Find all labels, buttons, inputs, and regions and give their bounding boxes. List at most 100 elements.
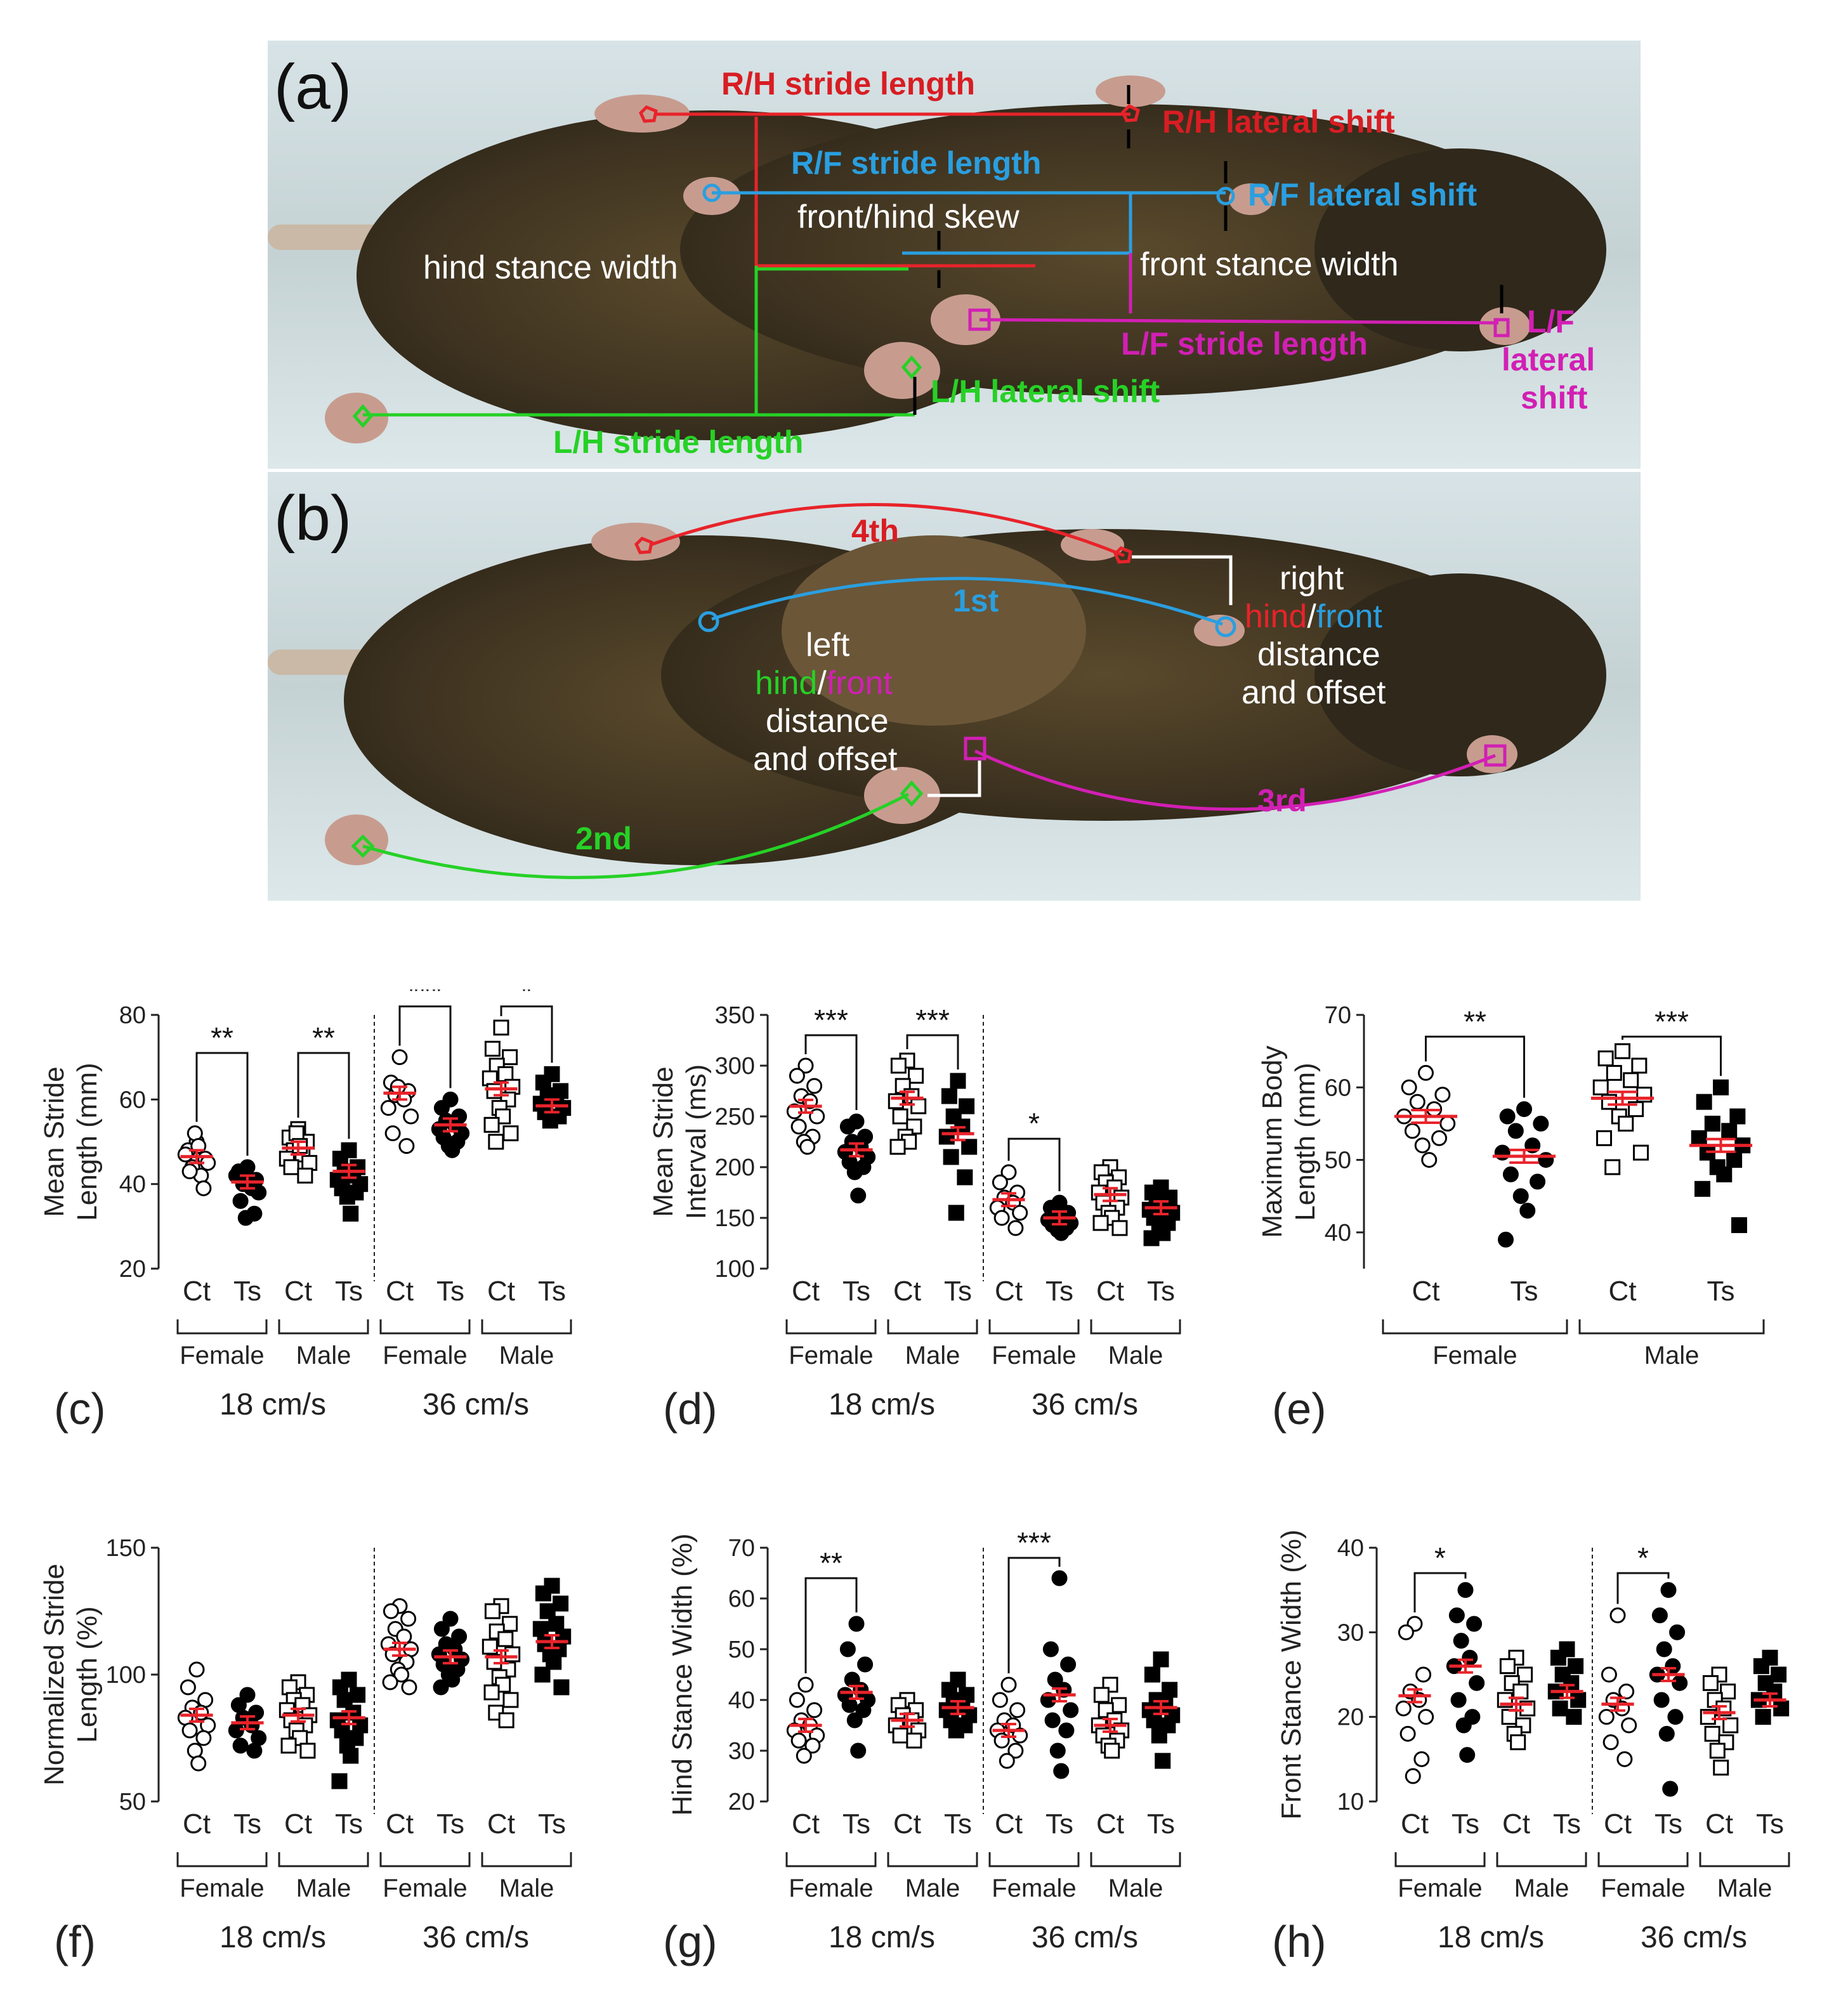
y-tick-label: 200 (715, 1154, 755, 1181)
significance-stars: *** (1655, 1005, 1689, 1038)
series-female-ct-18 (786, 1676, 825, 1764)
data-point (799, 1139, 816, 1155)
category-label: Ts (842, 1808, 870, 1840)
y-tick-label: 40 (1337, 1535, 1364, 1562)
data-point (1726, 1152, 1743, 1168)
data-point (1606, 1064, 1622, 1081)
data-point (400, 1611, 417, 1627)
series-female-ts-18 (1446, 1582, 1485, 1763)
series-male-ct-18 (1497, 1649, 1536, 1751)
data-point (1395, 1700, 1412, 1716)
data-point (502, 1125, 519, 1142)
panel-tag: (e) (1272, 1384, 1327, 1434)
series-male-ts-36 (1141, 1179, 1181, 1246)
data-point (1415, 1666, 1432, 1683)
data-point (1713, 1079, 1729, 1095)
mouse-body-image-b (268, 523, 1606, 865)
category-label: Ts (233, 1276, 261, 1307)
data-point (336, 1692, 353, 1708)
group-label: Female (789, 1874, 873, 1902)
data-point (1501, 1709, 1517, 1725)
data-point (1042, 1641, 1059, 1657)
category-label: Ct (792, 1276, 820, 1307)
group-bracket (379, 1852, 471, 1867)
data-point (1570, 1692, 1587, 1708)
y-tick-label: 20 (1337, 1704, 1364, 1731)
group-bracket (481, 1319, 572, 1335)
data-point (938, 1128, 955, 1145)
y-tick-label: 40 (119, 1172, 146, 1198)
data-point (1510, 1734, 1526, 1751)
data-point (1669, 1624, 1686, 1640)
data-point (299, 1742, 316, 1759)
category-label: Ct (487, 1808, 515, 1840)
panel-tag: (f) (54, 1917, 96, 1966)
category-label: Ts (436, 1808, 464, 1840)
data-point (1755, 1709, 1771, 1725)
category-label: Ct (792, 1808, 820, 1840)
series-male-ts-36 (1750, 1649, 1790, 1725)
data-point (1516, 1101, 1532, 1118)
data-point (1418, 1064, 1434, 1081)
chart-normalized-stride-length: 50 100 150 Normalized Stride Length (%) Ct Ts C… (39, 1535, 572, 1966)
left-distance-label: distance (766, 703, 889, 740)
data-point (232, 1737, 249, 1754)
data-point (484, 1040, 501, 1057)
category-label: Ts (1452, 1808, 1479, 1840)
data-point (246, 1742, 263, 1759)
significance-stars: ** (1464, 1005, 1486, 1038)
data-point (846, 1164, 863, 1180)
group-bracket (1394, 1852, 1486, 1867)
rf-stride-label: R/F stride length (791, 145, 1041, 181)
data-point (790, 1118, 807, 1135)
series-female-ts-18 (837, 1113, 876, 1204)
category-label: Ts (1707, 1276, 1735, 1307)
data-point (502, 1049, 518, 1066)
series-female-ct-36 (380, 1049, 419, 1154)
data-point (535, 1585, 551, 1602)
data-point (444, 1142, 461, 1158)
data-point (1631, 1057, 1648, 1074)
significance-stars: ** (211, 1021, 233, 1054)
significance-stars: * (521, 990, 532, 1008)
rh-shift-label: R/H lateral shift (1162, 104, 1395, 140)
data-point (1704, 1115, 1720, 1132)
data-point (1616, 1751, 1633, 1767)
data-point (797, 1676, 814, 1693)
data-point (908, 1068, 924, 1084)
data-point (1660, 1582, 1677, 1598)
data-point (1459, 1747, 1476, 1763)
data-point (195, 1730, 212, 1746)
data-point (1696, 1094, 1712, 1110)
category-label: Ts (1511, 1276, 1538, 1307)
series-female-ct-36 (989, 1164, 1028, 1236)
data-point (1604, 1159, 1621, 1175)
series-female-ct-18 (177, 1661, 216, 1772)
data-point (1550, 1649, 1566, 1666)
category-label: Ts (944, 1276, 972, 1307)
category-label: Ct (1609, 1276, 1637, 1307)
data-point (1053, 1763, 1070, 1779)
lf-stride-label: L/F stride length (1121, 326, 1368, 362)
significance-bracket (906, 1034, 959, 1069)
y-tick-label: 60 (119, 1087, 146, 1113)
series-female-ts-18 (228, 1159, 267, 1226)
speed-label: 36 cm/s (1032, 1388, 1138, 1422)
significance-bracket (804, 1577, 858, 1673)
data-point (1111, 1220, 1128, 1236)
data-point (433, 1679, 449, 1696)
data-point (1667, 1709, 1684, 1725)
data-point (1155, 1753, 1171, 1769)
group-label: Female (992, 1342, 1076, 1369)
data-point (1653, 1692, 1670, 1708)
data-point (855, 1702, 872, 1718)
data-point (1499, 1108, 1516, 1125)
y-tick-label: 100 (715, 1256, 755, 1283)
data-point (1615, 1043, 1630, 1059)
category-label: Ct (893, 1276, 921, 1307)
speed-label: 18 cm/s (829, 1388, 935, 1422)
data-point (992, 1692, 1008, 1708)
category-label: Ct (386, 1808, 414, 1840)
data-point (1713, 1760, 1729, 1776)
